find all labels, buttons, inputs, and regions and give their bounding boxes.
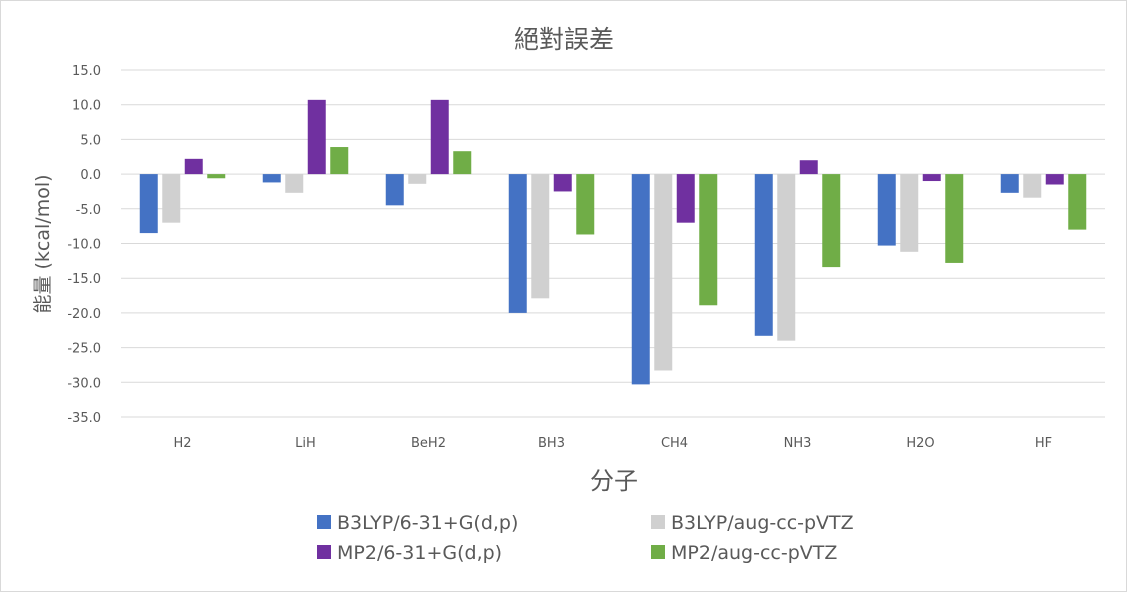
bar xyxy=(799,160,818,175)
y-tick-label: 5.0 xyxy=(80,133,101,148)
bar xyxy=(1045,174,1064,185)
bar xyxy=(945,174,964,263)
legend-label: B3LYP/6-31+G(d,p) xyxy=(337,512,518,534)
y-tick-label: -10.0 xyxy=(67,238,101,253)
bar xyxy=(184,158,203,175)
legend-swatch xyxy=(651,515,665,529)
bar xyxy=(207,174,226,179)
gridlines xyxy=(121,69,1105,418)
bar xyxy=(162,174,181,223)
bar xyxy=(430,99,449,175)
x-tick-label: BeH2 xyxy=(411,436,446,451)
bar xyxy=(1000,174,1019,193)
x-tick-label: H2O xyxy=(906,436,934,451)
bar xyxy=(285,174,304,193)
bar xyxy=(654,174,673,371)
y-tick-label: 10.0 xyxy=(72,99,101,114)
legend-swatch xyxy=(317,515,331,529)
bar xyxy=(631,174,650,385)
bar xyxy=(754,174,773,336)
y-tick-label: 15.0 xyxy=(72,64,101,79)
legend: B3LYP/6-31+G(d,p) B3LYP/aug-cc-pVTZ MP2/6-… xyxy=(317,512,854,564)
bar xyxy=(385,174,404,206)
x-tick-label: CH4 xyxy=(661,436,688,451)
y-tick-label: -25.0 xyxy=(67,342,101,357)
bar xyxy=(453,151,472,175)
legend-swatch xyxy=(317,545,331,559)
bar xyxy=(922,174,941,182)
bar xyxy=(508,174,527,313)
y-tick-label: 0.0 xyxy=(80,168,101,183)
bar xyxy=(330,147,349,175)
x-tick-label: HF xyxy=(1035,436,1052,451)
bar xyxy=(1068,174,1087,230)
legend-label: B3LYP/aug-cc-pVTZ xyxy=(671,512,854,534)
x-tick-label: LiH xyxy=(295,436,316,451)
bar xyxy=(900,174,919,252)
bar xyxy=(576,174,595,235)
y-tick-label: -30.0 xyxy=(67,376,101,391)
y-axis-label: 能量 (kcal/mol) xyxy=(32,174,54,313)
bar xyxy=(777,174,796,341)
legend-label: MP2/aug-cc-pVTZ xyxy=(671,542,837,564)
bars xyxy=(139,99,1087,385)
legend-swatch xyxy=(651,545,665,559)
bar xyxy=(699,174,718,306)
bar xyxy=(1023,174,1042,198)
legend-label: MP2/6-31+G(d,p) xyxy=(337,542,502,564)
y-tick-label: -5.0 xyxy=(76,203,101,218)
x-tick-label: H2 xyxy=(173,436,191,451)
bar xyxy=(139,174,158,234)
bar xyxy=(676,174,695,223)
x-tick-label: BH3 xyxy=(538,436,565,451)
chart-title: 絕對誤差 xyxy=(514,25,614,54)
y-axis-ticks: 15.0 10.0 5.0 0.0 -5.0 -10.0 -15.0 -20.0 -25.0 -3… xyxy=(67,64,101,426)
y-tick-label: -15.0 xyxy=(67,272,101,287)
y-tick-label: -35.0 xyxy=(67,411,101,426)
x-axis-categories: H2 LiH BeH2 BH3 CH4 NH3 H2O HF xyxy=(173,436,1052,451)
bar xyxy=(553,174,572,192)
y-tick-label: -20.0 xyxy=(67,307,101,322)
bar xyxy=(307,99,326,175)
x-tick-label: NH3 xyxy=(784,436,812,451)
bar xyxy=(408,174,427,184)
bar xyxy=(531,174,550,299)
x-axis-label: 分子 xyxy=(590,467,638,495)
bar xyxy=(877,174,896,246)
bar xyxy=(262,174,281,183)
bar xyxy=(822,174,841,268)
